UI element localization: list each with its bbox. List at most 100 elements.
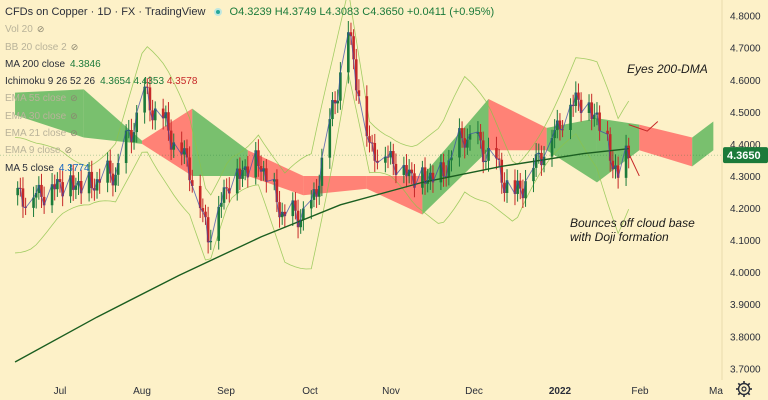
candle-body [463,138,467,148]
candle-body [429,172,432,181]
candle-body [349,32,353,37]
price-tick-label: 4.7000 [730,44,761,55]
indicator-label: EMA 9 close [5,145,61,157]
candle-body [481,140,485,162]
candle-body [500,159,504,183]
indicator-row[interactable]: Vol 20 ⊘ [5,21,494,38]
hidden-eye-icon[interactable]: ⊘ [70,128,78,139]
candle-body [90,171,94,189]
hidden-eye-icon[interactable]: ⊘ [70,110,78,121]
bollinger-lower [15,72,630,270]
candle-body [254,150,258,178]
annotation-bounce-line1: Bounces off cloud base [570,216,695,230]
cloud-segment [546,118,597,183]
candle-body [185,148,189,158]
indicator-label: MA 200 close [5,58,66,70]
last-price-label: 4.3650 [727,150,761,162]
hidden-eye-icon[interactable]: ⊘ [64,145,73,156]
candle-body [590,102,593,120]
candle-body [116,163,120,175]
separator-dot: · [114,6,122,18]
indicator-row[interactable]: EMA 21 close ⊘ [5,125,494,142]
candle-body [58,179,62,183]
candle-body [394,163,398,175]
candle-body [608,134,612,161]
hidden-eye-icon[interactable]: ⊘ [70,93,78,104]
candle-body [56,179,59,190]
candle-body [320,157,324,186]
candle-body [198,185,202,209]
candle-body [124,130,128,164]
candle-body [336,100,340,104]
candle-body [217,206,221,241]
candle-body [190,180,194,186]
candle-body [550,138,554,157]
candle-body [71,175,75,190]
candle-body [114,174,117,186]
candle-body [577,92,580,100]
cloud-segment [692,121,714,167]
last-price-box [723,147,768,164]
candle-body [169,130,173,150]
candle-body [627,145,631,159]
indicator-row[interactable]: EMA 30 close ⊘ [5,108,494,125]
separator-dot: · [90,6,98,18]
candle-body [484,160,488,162]
settings-gear-icon[interactable] [736,381,752,397]
symbol-header[interactable]: CFDs on Copper · 1D · FX · TradingView O… [5,4,494,21]
candle-body [365,96,369,137]
candle-body [278,202,281,218]
cloud-segment [422,99,489,215]
candle-body [513,180,517,194]
candle-body [466,139,469,148]
time-tick-label: Oct [302,386,318,397]
candle-body [302,208,305,220]
candle-body [487,148,490,161]
projection-line [628,121,659,132]
candle-body [328,119,332,158]
candle-body [153,108,157,121]
indicator-row[interactable]: MA 200 close 4.3846 [5,56,494,73]
candle-body [309,199,313,209]
price-tick-label: 4.1000 [730,236,761,247]
time-tick-label: Ma [709,386,723,397]
candle-body [50,184,54,206]
candle-body [391,151,395,164]
candle-body [331,100,334,120]
hidden-eye-icon[interactable]: ⊘ [36,24,45,35]
candle-body [405,165,408,177]
indicator-label: BB 20 close 2 [5,41,67,53]
candle-body [315,189,318,197]
candle-body [246,166,250,178]
candle-body [87,171,91,194]
candle-body [40,184,43,197]
candle-body [74,185,78,190]
indicator-row[interactable]: EMA 55 close ⊘ [5,90,494,107]
candle-body [206,217,210,243]
candle-body [238,168,242,179]
candle-body [16,187,19,196]
candle-body [34,193,38,198]
indicator-row[interactable]: BB 20 close 2 ⊘ [5,39,494,56]
candle-body [135,112,139,133]
candle-body [598,112,601,131]
cloud-projection [628,121,659,177]
candle-body [497,158,501,160]
indicator-row[interactable]: Ichimoku 9 26 52 26 4.3654 4.4353 4.3578 [5,73,494,90]
candle-body [143,86,146,113]
interval-label[interactable]: 1D [97,6,112,18]
price-tick-label: 4.3000 [730,172,761,183]
indicator-row[interactable]: EMA 9 close ⊘ [5,142,494,159]
separator-dot: · [138,6,145,18]
candle-body [209,240,213,243]
hidden-eye-icon[interactable]: ⊘ [70,41,79,52]
candle-body [402,165,406,175]
candle-body [468,133,472,140]
candle-body [79,180,83,194]
indicator-label: EMA 30 close [5,110,67,122]
candle-body [569,104,572,130]
indicator-row[interactable]: MA 5 close 4.3774 [5,160,494,177]
candle-body [558,120,562,130]
cloud-segment [488,99,547,151]
